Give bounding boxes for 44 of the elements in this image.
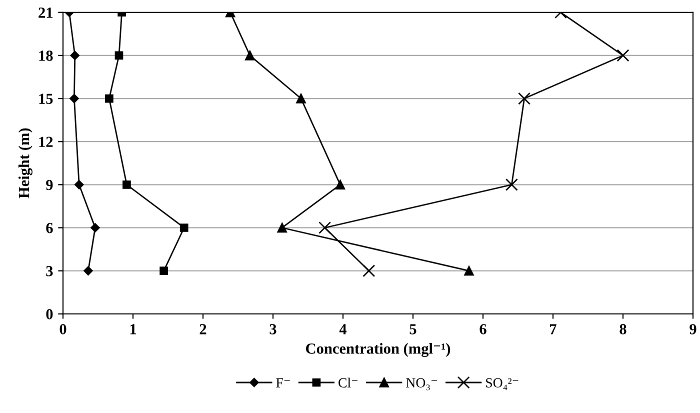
point xyxy=(70,50,80,60)
legend-label: Cl⁻ xyxy=(338,378,358,388)
point xyxy=(160,266,168,275)
y-tick-label: 0 xyxy=(46,309,53,320)
y-tick-label: 18 xyxy=(39,50,53,61)
x-tick-label: 1 xyxy=(130,324,136,334)
point xyxy=(245,50,255,60)
point xyxy=(518,92,531,105)
y-axis-title: Height (m) xyxy=(18,128,32,198)
point xyxy=(277,222,287,233)
point xyxy=(335,180,346,190)
x-tick-label: 4 xyxy=(339,324,347,334)
legend-label: SO₄²⁻ xyxy=(486,378,518,390)
x-tick-label: 2 xyxy=(200,324,206,334)
legend-label: NO₃⁻ xyxy=(406,378,437,390)
point xyxy=(505,178,518,191)
point xyxy=(74,180,84,190)
point xyxy=(180,224,188,232)
x-tick-label: 3 xyxy=(270,324,276,334)
point xyxy=(90,223,100,232)
x-tick-label: 9 xyxy=(690,324,696,334)
x-tick-label: 0 xyxy=(60,324,66,334)
x-tick-label: 5 xyxy=(410,324,416,334)
point xyxy=(464,266,474,276)
y-tick-label: 3 xyxy=(46,266,53,276)
legend-label: F⁻ xyxy=(276,378,290,388)
point xyxy=(84,266,93,276)
y-tick-label: 21 xyxy=(38,8,52,18)
x-tick-label: 7 xyxy=(550,324,556,334)
y-tick-label: 6 xyxy=(46,222,53,234)
point xyxy=(70,94,79,104)
y-tick-label: 9 xyxy=(46,180,53,190)
point xyxy=(122,180,131,189)
x-tick-label: 8 xyxy=(620,324,626,334)
point xyxy=(318,221,332,234)
y-tick-label: 15 xyxy=(39,94,53,104)
point xyxy=(296,94,306,104)
x-tick-label: 6 xyxy=(480,324,486,334)
point xyxy=(616,49,630,62)
y-tick-label: 12 xyxy=(39,136,53,147)
point xyxy=(114,51,124,60)
point xyxy=(105,94,114,103)
point xyxy=(362,264,376,278)
x-axis-title: Concentration (mgl⁻¹) xyxy=(306,343,450,357)
